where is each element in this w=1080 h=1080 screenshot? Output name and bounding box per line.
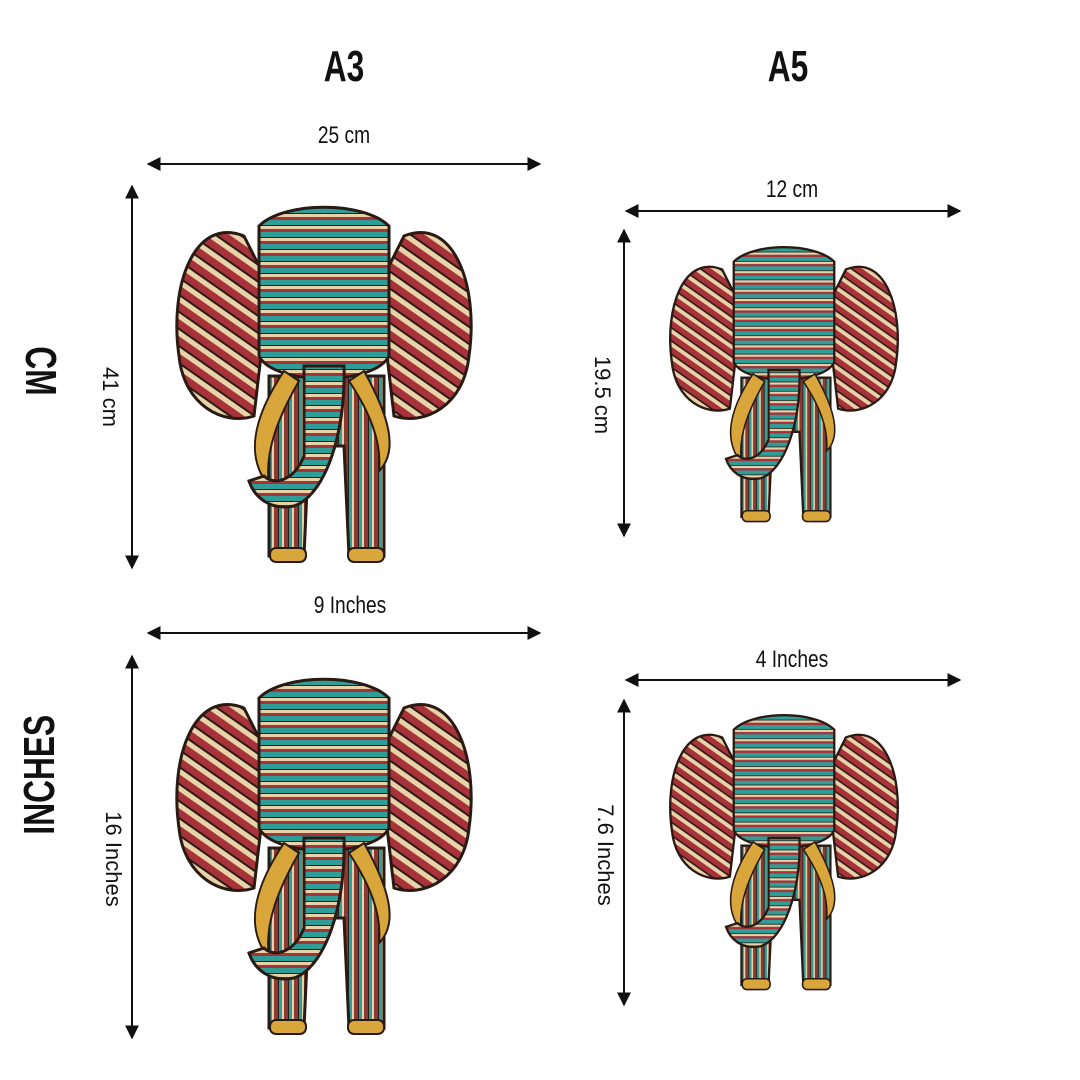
a5-in-height-label: 7.6 Inches [593,804,618,906]
column-header-a5: A5 [767,42,809,91]
a3-in-width-label: 9 Inches [313,592,387,619]
a5-in-width-label: 4 Inches [755,646,829,673]
column-header-a3: A3 [323,42,365,91]
elephant-image-a5-in [669,714,899,991]
a5-cm-width-label: 12 cm [765,176,819,203]
a3-cm-width-label: 25 cm [317,122,371,149]
